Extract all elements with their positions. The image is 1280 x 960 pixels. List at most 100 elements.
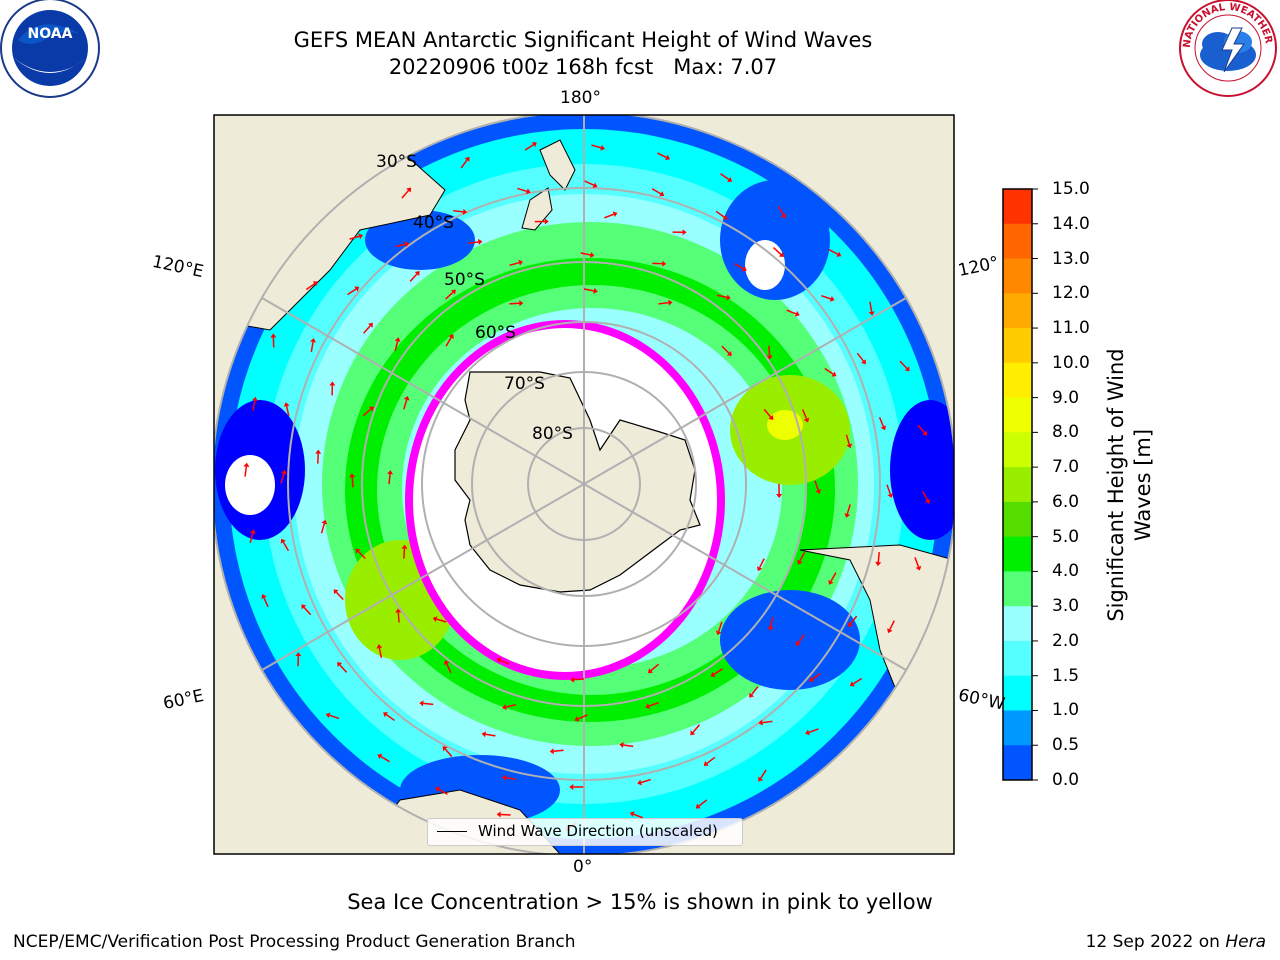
wind-wave-arrowhead xyxy=(695,803,701,809)
wind-wave-arrowhead xyxy=(502,704,507,710)
colorbar-block xyxy=(1003,223,1032,260)
wind-wave-arrow xyxy=(244,466,248,477)
wind-wave-arrowhead xyxy=(478,238,483,245)
wind-wave-arrowhead xyxy=(726,351,732,356)
wind-wave-arrow xyxy=(692,724,701,733)
wind-wave-arrowhead xyxy=(261,594,267,599)
wind-wave-arrowhead xyxy=(394,337,401,342)
wind-wave-arrow xyxy=(505,703,516,708)
wind-wave-arrow xyxy=(713,668,723,675)
lat-label-50s: 50°S xyxy=(444,270,485,290)
noaa-logo: NOAA xyxy=(0,0,100,98)
wind-wave-arrow xyxy=(517,187,528,193)
wind-wave-arrow xyxy=(282,541,290,552)
wind-wave-arrowhead xyxy=(531,142,537,148)
wind-wave-arrowhead xyxy=(283,402,290,407)
lon-label-0: 0° xyxy=(573,857,593,877)
graticule xyxy=(214,115,954,854)
wind-wave-arrow xyxy=(760,769,767,779)
wind-wave-arrow xyxy=(310,341,314,353)
colorbar-block xyxy=(1003,640,1032,677)
map-legend: Wind Wave Direction (unscaled) xyxy=(427,818,743,846)
wind-wave-arrowhead xyxy=(726,294,731,301)
wind-wave-arrowhead xyxy=(722,214,728,220)
wind-wave-arrow xyxy=(651,188,662,195)
wind-wave-arrowhead xyxy=(443,660,450,665)
wind-wave-arrowhead xyxy=(665,154,670,161)
wind-wave-arrow xyxy=(445,291,454,300)
wind-wave-arrowhead xyxy=(749,692,755,698)
wind-wave-arrowhead xyxy=(847,622,853,628)
wind-wave-arrow xyxy=(339,664,348,673)
wind-wave-arrow xyxy=(717,621,723,632)
wind-wave-arrowhead xyxy=(887,628,893,634)
wind-wave-arrowhead xyxy=(915,565,922,571)
wind-wave-arrow xyxy=(721,345,730,354)
wind-wave-arrowhead xyxy=(496,657,502,664)
wind-wave-arrow xyxy=(320,523,326,534)
wind-wave-arrow xyxy=(770,616,774,628)
colorbar-block xyxy=(1003,710,1032,746)
wind-wave-arrow xyxy=(869,301,873,312)
wind-wave-arrow xyxy=(889,620,895,630)
wind-wave-arrow xyxy=(877,552,880,563)
wind-wave-arrowhead xyxy=(849,681,855,687)
wind-wave-arrowhead xyxy=(868,311,875,316)
wind-wave-arrow xyxy=(329,714,340,720)
wind-wave-arrow xyxy=(763,408,772,418)
wind-wave-arrow xyxy=(814,480,819,491)
wind-wave-arrowhead xyxy=(355,548,361,554)
colorbar-block xyxy=(1003,501,1032,538)
legend-label: Wind Wave Direction (unscaled) xyxy=(478,822,718,840)
wind-wave-arrowhead xyxy=(904,366,910,372)
wind-wave-arrowhead xyxy=(887,493,894,498)
wind-wave-arrow xyxy=(657,152,667,159)
wind-wave-arrowhead xyxy=(831,371,837,377)
wind-wave-arrowhead xyxy=(600,144,605,151)
wind-wave-arrowhead xyxy=(349,473,356,478)
wind-wave-arrowhead xyxy=(593,287,598,294)
wind-wave-arrow xyxy=(797,634,805,644)
wind-wave-arrow xyxy=(460,159,468,169)
colorbar-block xyxy=(1003,362,1032,399)
wind-wave-arrowhead xyxy=(875,561,882,567)
wind-wave-arrowhead xyxy=(450,289,456,295)
wind-wave-arrow xyxy=(395,243,406,248)
colorbar-tick-label: 1.0 xyxy=(1052,700,1080,721)
wind-wave-arrow xyxy=(499,659,510,665)
wind-wave-arrow xyxy=(468,241,479,244)
chart-subtitle: 20220906 t00z 168h fcst Max: 7.07 xyxy=(388,55,778,79)
colorbar-tick-label: 5.0 xyxy=(1052,526,1080,547)
wind-wave-arrowhead xyxy=(358,233,364,240)
wind-wave-arrow xyxy=(303,606,312,616)
wind-wave-arrowhead xyxy=(337,662,343,668)
wind-wave-arrow xyxy=(378,647,383,658)
colorbar-block xyxy=(1003,675,1032,711)
wind-wave-arrow xyxy=(363,325,371,334)
colorbar-tick-label: 0.5 xyxy=(1052,735,1080,756)
colorbar-block xyxy=(1003,432,1032,468)
wind-wave-arrow xyxy=(849,615,858,625)
wind-wave-arrowhead xyxy=(758,776,764,782)
wind-wave-arrow xyxy=(899,360,908,369)
lat-label-70s: 70°S xyxy=(504,374,545,394)
wind-wave-arrowhead xyxy=(321,519,328,525)
wind-wave-arrowhead xyxy=(795,640,801,646)
wind-wave-arrow xyxy=(821,294,832,300)
wind-wave-arrow xyxy=(445,337,452,347)
colorbar-tick-label: 13.0 xyxy=(1052,248,1090,269)
colorbar-block xyxy=(1003,293,1032,329)
wind-wave-arrow xyxy=(648,701,659,707)
wind-wave-arrowhead xyxy=(803,417,810,423)
wind-wave-arrow xyxy=(658,301,669,305)
wind-wave-arrowhead xyxy=(662,260,667,267)
wind-wave-arrowhead xyxy=(325,712,331,719)
wind-wave-arrowhead xyxy=(387,470,394,475)
wind-wave-arrow xyxy=(751,686,759,696)
colorbar-tick-label: 3.0 xyxy=(1052,596,1080,617)
wind-wave-arrowhead xyxy=(880,425,887,431)
wind-wave-arrowhead xyxy=(368,322,373,328)
wind-wave-arrowhead xyxy=(574,716,580,722)
wind-wave-arrowhead xyxy=(829,296,835,302)
wind-wave-arrowhead xyxy=(637,779,643,786)
